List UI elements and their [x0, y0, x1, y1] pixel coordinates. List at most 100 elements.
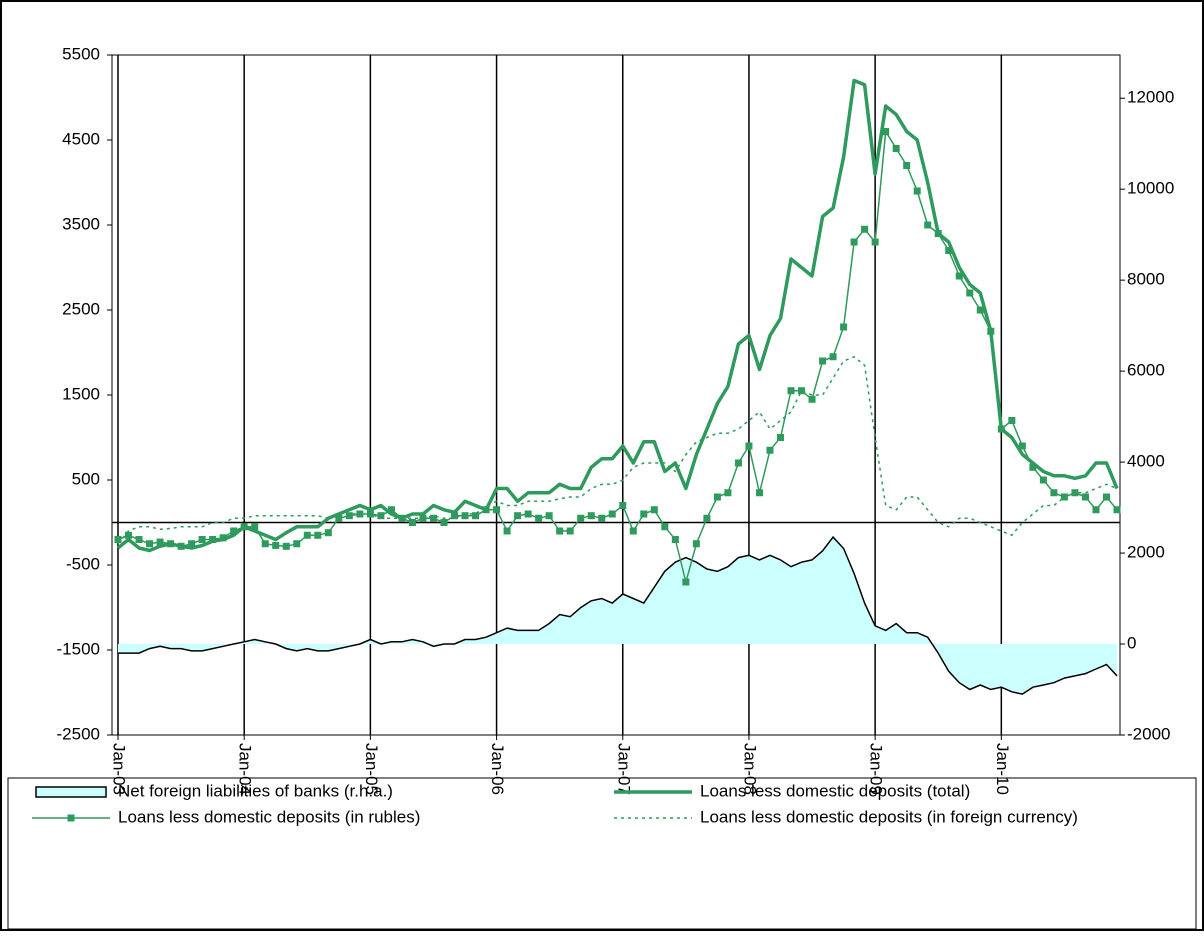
line	[117, 356, 1118, 545]
x-tick-label: Jan-04	[236, 743, 255, 795]
x-tick-label: Jan-06	[488, 743, 507, 795]
marker	[1008, 417, 1016, 424]
marker	[629, 527, 637, 535]
marker	[156, 538, 164, 546]
marker	[1039, 476, 1047, 484]
marker	[503, 527, 511, 535]
legend-box	[7, 777, 1197, 930]
marker	[640, 510, 648, 518]
marker	[798, 387, 806, 395]
y2-tick-label: 6000	[1127, 361, 1165, 380]
marker	[608, 510, 616, 518]
marker	[598, 514, 606, 522]
marker	[1113, 506, 1121, 514]
marker	[924, 221, 932, 229]
marker	[871, 238, 879, 246]
y2-tick-label: -2000	[1127, 724, 1170, 743]
marker	[955, 272, 963, 280]
marker	[293, 540, 301, 548]
y2-tick-label: 10000	[1127, 179, 1174, 198]
marker	[840, 323, 848, 331]
legend-swatch	[35, 786, 107, 798]
x-tick-label: Jan-10	[993, 743, 1012, 795]
marker	[524, 510, 532, 518]
marker	[577, 514, 585, 522]
marker	[125, 531, 133, 539]
marker	[1081, 493, 1089, 501]
marker	[776, 434, 784, 441]
marker	[882, 128, 890, 135]
legend-marker	[67, 814, 75, 822]
marker	[692, 540, 700, 548]
marker	[1029, 463, 1037, 471]
marker	[819, 357, 827, 365]
marker	[945, 247, 953, 254]
x-tick-label: Jan-08	[740, 743, 759, 795]
marker	[976, 306, 984, 314]
marker	[324, 529, 332, 537]
marker	[861, 225, 869, 233]
marker	[566, 527, 574, 535]
marker	[146, 540, 154, 548]
legend-label: Loans less domestic deposits (in foreign…	[700, 807, 1078, 826]
marker	[556, 527, 564, 535]
marker	[661, 523, 669, 531]
marker	[377, 512, 385, 520]
marker	[303, 531, 311, 539]
legend-label: Loans less domestic deposits (total)	[700, 781, 970, 800]
marker	[429, 514, 437, 522]
marker	[1102, 493, 1110, 501]
marker	[356, 510, 364, 518]
marker	[766, 446, 774, 454]
marker	[472, 512, 480, 520]
y2-tick-label: 2000	[1127, 543, 1165, 562]
marker	[587, 512, 595, 520]
legend-label: Loans less domestic deposits (in rubles)	[118, 807, 420, 826]
y-tick-label: 3500	[62, 214, 100, 233]
x-tick-label: Jan-03	[110, 743, 129, 795]
marker	[913, 187, 921, 195]
area-outline	[118, 535, 1118, 695]
marker	[545, 512, 553, 520]
y-tick-label: 5500	[62, 44, 100, 63]
marker	[1092, 506, 1100, 514]
marker	[535, 514, 543, 522]
marker	[230, 527, 238, 535]
marker	[650, 506, 658, 514]
marker	[903, 162, 911, 169]
y2-tick-label: 12000	[1127, 88, 1174, 107]
x-tick-label: Jan-05	[362, 743, 381, 795]
marker	[724, 489, 732, 497]
marker	[671, 536, 679, 543]
marker	[850, 238, 858, 246]
marker	[261, 540, 269, 548]
marker	[251, 523, 259, 531]
marker	[387, 506, 395, 514]
y-tick-label: -2500	[57, 724, 100, 743]
marker	[745, 442, 753, 450]
marker	[440, 519, 448, 526]
line	[116, 78, 1119, 553]
marker	[703, 514, 711, 522]
marker	[366, 510, 374, 518]
marker	[135, 536, 143, 543]
marker	[713, 493, 721, 501]
marker	[787, 387, 795, 395]
marker	[188, 540, 196, 548]
y2-tick-label: 0	[1127, 634, 1136, 653]
x-tick-label: Jan-07	[614, 743, 633, 795]
marker	[419, 514, 427, 522]
legend-label: Net foreign liabilities of banks (r.h.a.…	[118, 781, 393, 800]
marker	[682, 578, 690, 586]
marker	[335, 514, 343, 522]
marker	[461, 512, 469, 520]
y-tick-label: 500	[72, 469, 100, 488]
y2-tick-label: 8000	[1127, 270, 1165, 289]
marker	[734, 459, 742, 467]
marker	[282, 542, 290, 550]
y-tick-label: -1500	[57, 639, 100, 658]
marker	[1071, 489, 1079, 497]
y-tick-label: 4500	[62, 129, 100, 148]
